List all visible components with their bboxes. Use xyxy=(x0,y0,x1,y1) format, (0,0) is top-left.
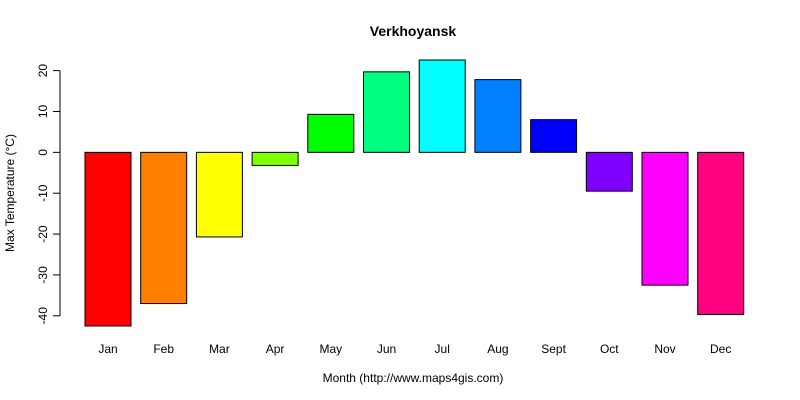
x-tick-label: Jul xyxy=(435,342,450,356)
bar-nov xyxy=(641,151,689,286)
bar-oct xyxy=(585,151,633,192)
y-tick-label: 0 xyxy=(36,149,50,156)
bar-jul xyxy=(418,59,466,153)
chart-title: Verkhoyansk xyxy=(370,23,457,39)
x-tick-label: May xyxy=(319,342,342,356)
x-tick-label: Jun xyxy=(377,342,396,356)
x-tick-label: Mar xyxy=(209,342,230,356)
x-tick-label: Oct xyxy=(600,342,619,356)
bar-jan xyxy=(84,151,132,327)
y-tick-label: -30 xyxy=(36,266,50,284)
bar-may xyxy=(307,113,355,153)
bar-sept xyxy=(530,119,578,153)
x-tick-label: Aug xyxy=(487,342,508,356)
bar-jun xyxy=(363,71,410,153)
y-axis-label: Max Temperature (°C) xyxy=(3,134,17,252)
x-tick-label: Sept xyxy=(541,342,566,356)
x-tick-label: Feb xyxy=(153,342,174,356)
y-tick-label: 20 xyxy=(36,64,50,78)
bar-apr xyxy=(251,151,299,166)
bar-mar xyxy=(195,151,243,238)
bar-dec xyxy=(697,151,745,316)
y-axis: 20 10 0 -10 -20 -30 -40 xyxy=(36,64,61,325)
y-tick-label: -20 xyxy=(36,225,50,243)
y-tick-label: -40 xyxy=(36,307,50,325)
y-tick-label: 10 xyxy=(36,104,50,118)
x-tick-labels: Jan Feb Mar Apr May Jun Jul Aug Sept Oct Nov Dec xyxy=(98,342,731,356)
y-tick-label: -10 xyxy=(36,184,50,202)
x-tick-label: Apr xyxy=(266,342,285,356)
bars-group xyxy=(84,59,745,327)
x-tick-label: Nov xyxy=(654,342,675,356)
x-tick-label: Jan xyxy=(98,342,117,356)
x-tick-label: Dec xyxy=(710,342,731,356)
x-axis-label: Month (http://www.maps4gis.com) xyxy=(323,371,504,385)
bar-aug xyxy=(474,79,522,153)
bar-feb xyxy=(140,151,188,305)
